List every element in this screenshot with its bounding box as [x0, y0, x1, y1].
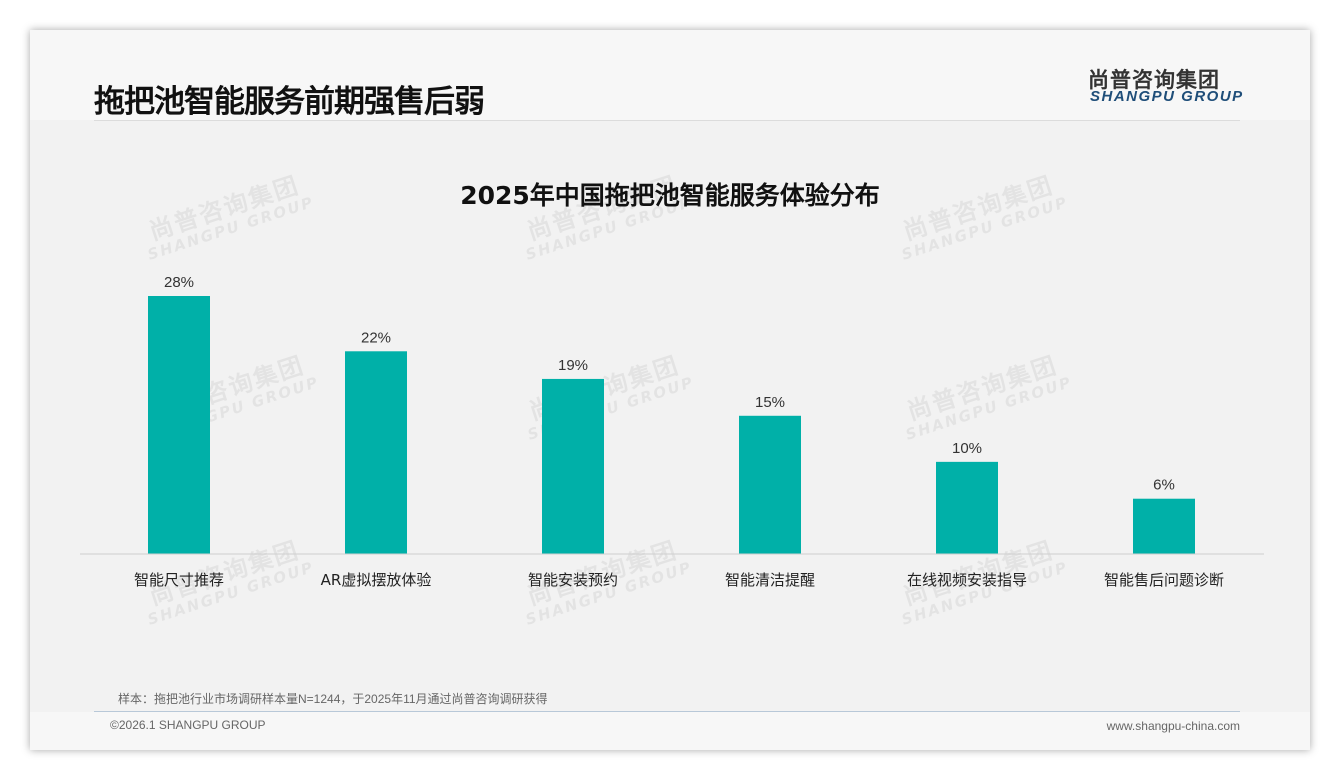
logo-cn: 尚普咨询集团 — [1088, 68, 1220, 92]
data-label: 10% — [952, 440, 982, 457]
footer-divider — [94, 711, 1240, 712]
slide: 拖把池智能服务前期强售后弱 尚普咨询集团 SHANGPU GROUP 尚普咨询集… — [30, 30, 1310, 750]
category-label: 智能尺寸推荐 — [134, 571, 224, 589]
category-label: 智能清洁提醒 — [725, 571, 815, 589]
bar — [1133, 498, 1195, 554]
category-label: 在线视频安装指导 — [907, 571, 1027, 589]
bar — [936, 461, 998, 554]
data-label: 15% — [755, 394, 785, 411]
copyright: ©2026.1 SHANGPU GROUP — [110, 718, 266, 732]
sample-note: 样本：拖把池行业市场调研样本量N=1244，于2025年11月通过尚普咨询调研获… — [118, 692, 548, 706]
data-label: 19% — [558, 357, 588, 374]
website-url: www.shangpu-china.com — [1106, 719, 1240, 733]
bar — [345, 351, 407, 554]
data-label: 22% — [361, 329, 391, 346]
logo-en: SHANGPU GROUP — [1090, 88, 1244, 105]
category-label: 智能售后问题诊断 — [1104, 571, 1224, 589]
header — [30, 30, 1310, 120]
bar — [148, 296, 210, 554]
bar-chart: 2025年中国拖把池智能服务体验分布 28% 智能尺寸推荐 22% AR虚拟摆放体验 19… — [80, 181, 1264, 589]
category-label: AR虚拟摆放体验 — [321, 571, 432, 589]
chart-title: 2025年中国拖把池智能服务体验分布 — [460, 181, 880, 210]
data-label: 6% — [1153, 477, 1175, 494]
bar — [542, 378, 604, 554]
header-divider — [94, 120, 1240, 121]
category-label: 智能安装预约 — [528, 571, 618, 589]
data-label: 28% — [164, 274, 194, 291]
footer — [30, 712, 1310, 750]
bar — [739, 415, 801, 554]
page-title: 拖把池智能服务前期强售后弱 — [94, 84, 485, 120]
